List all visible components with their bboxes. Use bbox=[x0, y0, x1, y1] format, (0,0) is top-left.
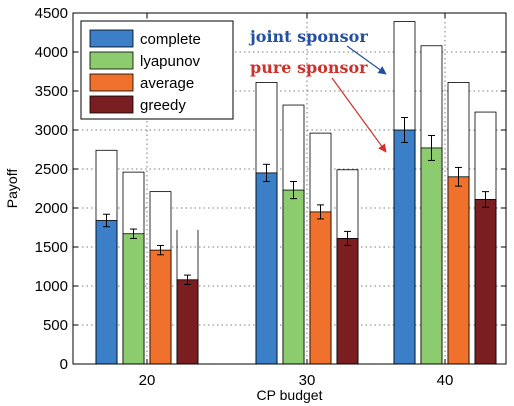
bar-greedy-30 bbox=[336, 238, 359, 365]
bar-average-40 bbox=[447, 176, 470, 365]
legend-swatch-lyapunov bbox=[89, 51, 134, 70]
bar-complete-20 bbox=[95, 220, 118, 365]
bar-lyapunov-30 bbox=[282, 189, 305, 365]
y-tick-label: 4500 bbox=[35, 5, 68, 22]
y-tick-label: 4000 bbox=[35, 44, 68, 61]
x-tick-label: 30 bbox=[299, 372, 316, 389]
axes: 0 500 1000 1500 2000 2500 3000 3500 4000 4500 20 30… bbox=[35, 5, 507, 389]
legend-swatch-greedy bbox=[89, 95, 134, 114]
plot-frame bbox=[72, 12, 507, 365]
legend-swatch-complete bbox=[89, 29, 134, 48]
bar-average-30 bbox=[309, 211, 332, 365]
bar-complete-30 bbox=[255, 172, 278, 365]
bar-complete-40 bbox=[393, 129, 416, 365]
y-tick-label: 3500 bbox=[35, 83, 68, 100]
x-axis-title: CP budget bbox=[257, 387, 323, 403]
legend-swatch-average bbox=[89, 73, 134, 92]
bar-average-20 bbox=[149, 249, 172, 365]
y-axis-title: Payoff bbox=[4, 169, 20, 209]
y-tick-label: 500 bbox=[43, 317, 68, 334]
y-tick-label: 3000 bbox=[35, 122, 68, 139]
x-tick-label: 40 bbox=[437, 372, 454, 389]
legend-label-complete: complete bbox=[140, 31, 201, 48]
legend-label-lyapunov: lyapunov bbox=[140, 53, 201, 70]
legend: complete lyapunov average greedy bbox=[80, 20, 234, 120]
annotations: joint sponsor pure sponsor bbox=[248, 27, 387, 153]
bar-greedy-20 bbox=[176, 279, 199, 365]
legend-label-average: average bbox=[140, 75, 194, 92]
y-tick-label: 0 bbox=[60, 356, 68, 373]
annotation-pure-sponsor: pure sponsor bbox=[250, 58, 368, 77]
y-tick-label: 2500 bbox=[35, 161, 68, 178]
legend-label-greedy: greedy bbox=[140, 97, 186, 114]
bar-greedy-40 bbox=[474, 199, 497, 365]
arrow-pure-sponsor bbox=[331, 77, 387, 153]
y-tick-label: 1500 bbox=[35, 239, 68, 256]
y-tick-label: 1000 bbox=[35, 278, 68, 295]
arrow-joint-sponsor bbox=[346, 45, 387, 75]
bar-lyapunov-20 bbox=[122, 233, 145, 365]
x-tick-label: 20 bbox=[139, 372, 156, 389]
annotation-joint-sponsor: joint sponsor bbox=[248, 27, 368, 46]
y-tick-label: 2000 bbox=[35, 200, 68, 217]
bar-lyapunov-40 bbox=[420, 147, 443, 365]
